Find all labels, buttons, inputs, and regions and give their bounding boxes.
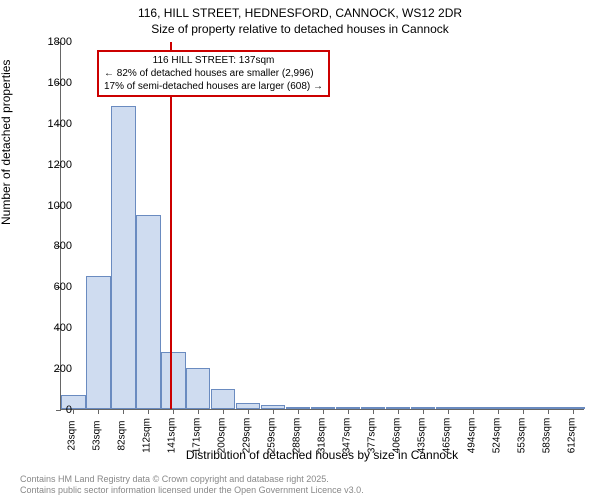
x-tick-mark [423, 409, 424, 414]
x-tick-mark [498, 409, 499, 414]
y-tick-label: 800 [32, 240, 72, 252]
x-tick-label: 553sqm [516, 418, 527, 454]
title-line-1: 116, HILL STREET, HEDNESFORD, CANNOCK, W… [0, 6, 600, 20]
x-tick-mark [73, 409, 74, 414]
histogram-bar [336, 407, 360, 409]
x-tick-mark [373, 409, 374, 414]
y-tick-label: 1600 [32, 77, 72, 89]
x-tick-label: 141sqm [167, 418, 178, 454]
annotation-line-3: 17% of semi-detached houses are larger (… [104, 80, 323, 93]
x-tick-mark [248, 409, 249, 414]
histogram-bar [236, 403, 260, 409]
histogram-bar [211, 389, 235, 409]
x-tick-label: 524sqm [491, 418, 502, 454]
y-tick-label: 1400 [32, 118, 72, 130]
footer-line-1: Contains HM Land Registry data © Crown c… [20, 474, 364, 485]
reference-line [170, 42, 172, 409]
x-tick-mark [223, 409, 224, 414]
x-tick-label: 82sqm [117, 420, 128, 450]
annotation-box: 116 HILL STREET: 137sqm← 82% of detached… [97, 50, 330, 97]
histogram-bar [111, 106, 135, 409]
x-tick-label: 406sqm [391, 418, 402, 454]
histogram-bar [311, 407, 335, 409]
x-tick-mark [473, 409, 474, 414]
plot-area: 116 HILL STREET: 137sqm← 82% of detached… [60, 42, 584, 410]
x-tick-mark [98, 409, 99, 414]
x-tick-label: 465sqm [441, 418, 452, 454]
footer-text: Contains HM Land Registry data © Crown c… [20, 474, 364, 497]
y-tick-label: 0 [32, 404, 72, 416]
histogram-bar [261, 405, 285, 409]
x-tick-mark [298, 409, 299, 414]
x-tick-label: 229sqm [242, 418, 253, 454]
y-tick-label: 1800 [32, 36, 72, 48]
y-tick-label: 400 [32, 322, 72, 334]
histogram-bar [485, 407, 509, 409]
annotation-line-1: 116 HILL STREET: 137sqm [104, 54, 323, 67]
x-tick-mark [173, 409, 174, 414]
y-tick-label: 1200 [32, 159, 72, 171]
y-tick-label: 200 [32, 363, 72, 375]
histogram-bar [161, 352, 185, 409]
footer-line-2: Contains public sector information licen… [20, 485, 364, 496]
x-tick-label: 494sqm [466, 418, 477, 454]
histogram-bar [186, 368, 210, 409]
histogram-bar [286, 407, 310, 409]
x-tick-mark [573, 409, 574, 414]
x-tick-label: 435sqm [416, 418, 427, 454]
x-tick-label: 171sqm [192, 418, 203, 454]
histogram-bar [86, 276, 110, 409]
histogram-bar [436, 407, 460, 409]
x-tick-mark [398, 409, 399, 414]
x-tick-label: 23sqm [67, 420, 78, 450]
x-tick-mark [548, 409, 549, 414]
histogram-bar [361, 407, 385, 409]
title-line-2: Size of property relative to detached ho… [0, 22, 600, 36]
x-tick-label: 112sqm [142, 418, 153, 453]
x-tick-label: 377sqm [366, 418, 377, 454]
x-tick-label: 259sqm [267, 418, 278, 454]
annotation-line-2: ← 82% of detached houses are smaller (2,… [104, 67, 323, 80]
y-tick-label: 1000 [32, 200, 72, 212]
histogram-bar [510, 407, 534, 409]
x-tick-label: 347sqm [341, 418, 352, 454]
x-tick-label: 318sqm [317, 418, 328, 454]
histogram-bar [136, 215, 160, 409]
x-tick-label: 53sqm [92, 420, 103, 450]
y-axis-label: Number of detached properties [0, 60, 13, 225]
chart-container: 116, HILL STREET, HEDNESFORD, CANNOCK, W… [0, 0, 600, 500]
x-tick-mark [273, 409, 274, 414]
x-tick-label: 612sqm [566, 418, 577, 454]
x-tick-mark [448, 409, 449, 414]
x-tick-label: 288sqm [292, 418, 303, 454]
x-tick-label: 200sqm [217, 418, 228, 454]
x-tick-mark [198, 409, 199, 414]
histogram-bar [460, 407, 484, 409]
x-tick-mark [323, 409, 324, 414]
x-tick-mark [123, 409, 124, 414]
x-tick-mark [148, 409, 149, 414]
x-tick-label: 583sqm [541, 418, 552, 454]
x-tick-mark [348, 409, 349, 414]
histogram-bar [535, 407, 559, 409]
y-tick-label: 600 [32, 281, 72, 293]
histogram-bar [411, 407, 435, 409]
histogram-bar [560, 407, 584, 409]
x-tick-mark [523, 409, 524, 414]
histogram-bar [386, 407, 410, 409]
